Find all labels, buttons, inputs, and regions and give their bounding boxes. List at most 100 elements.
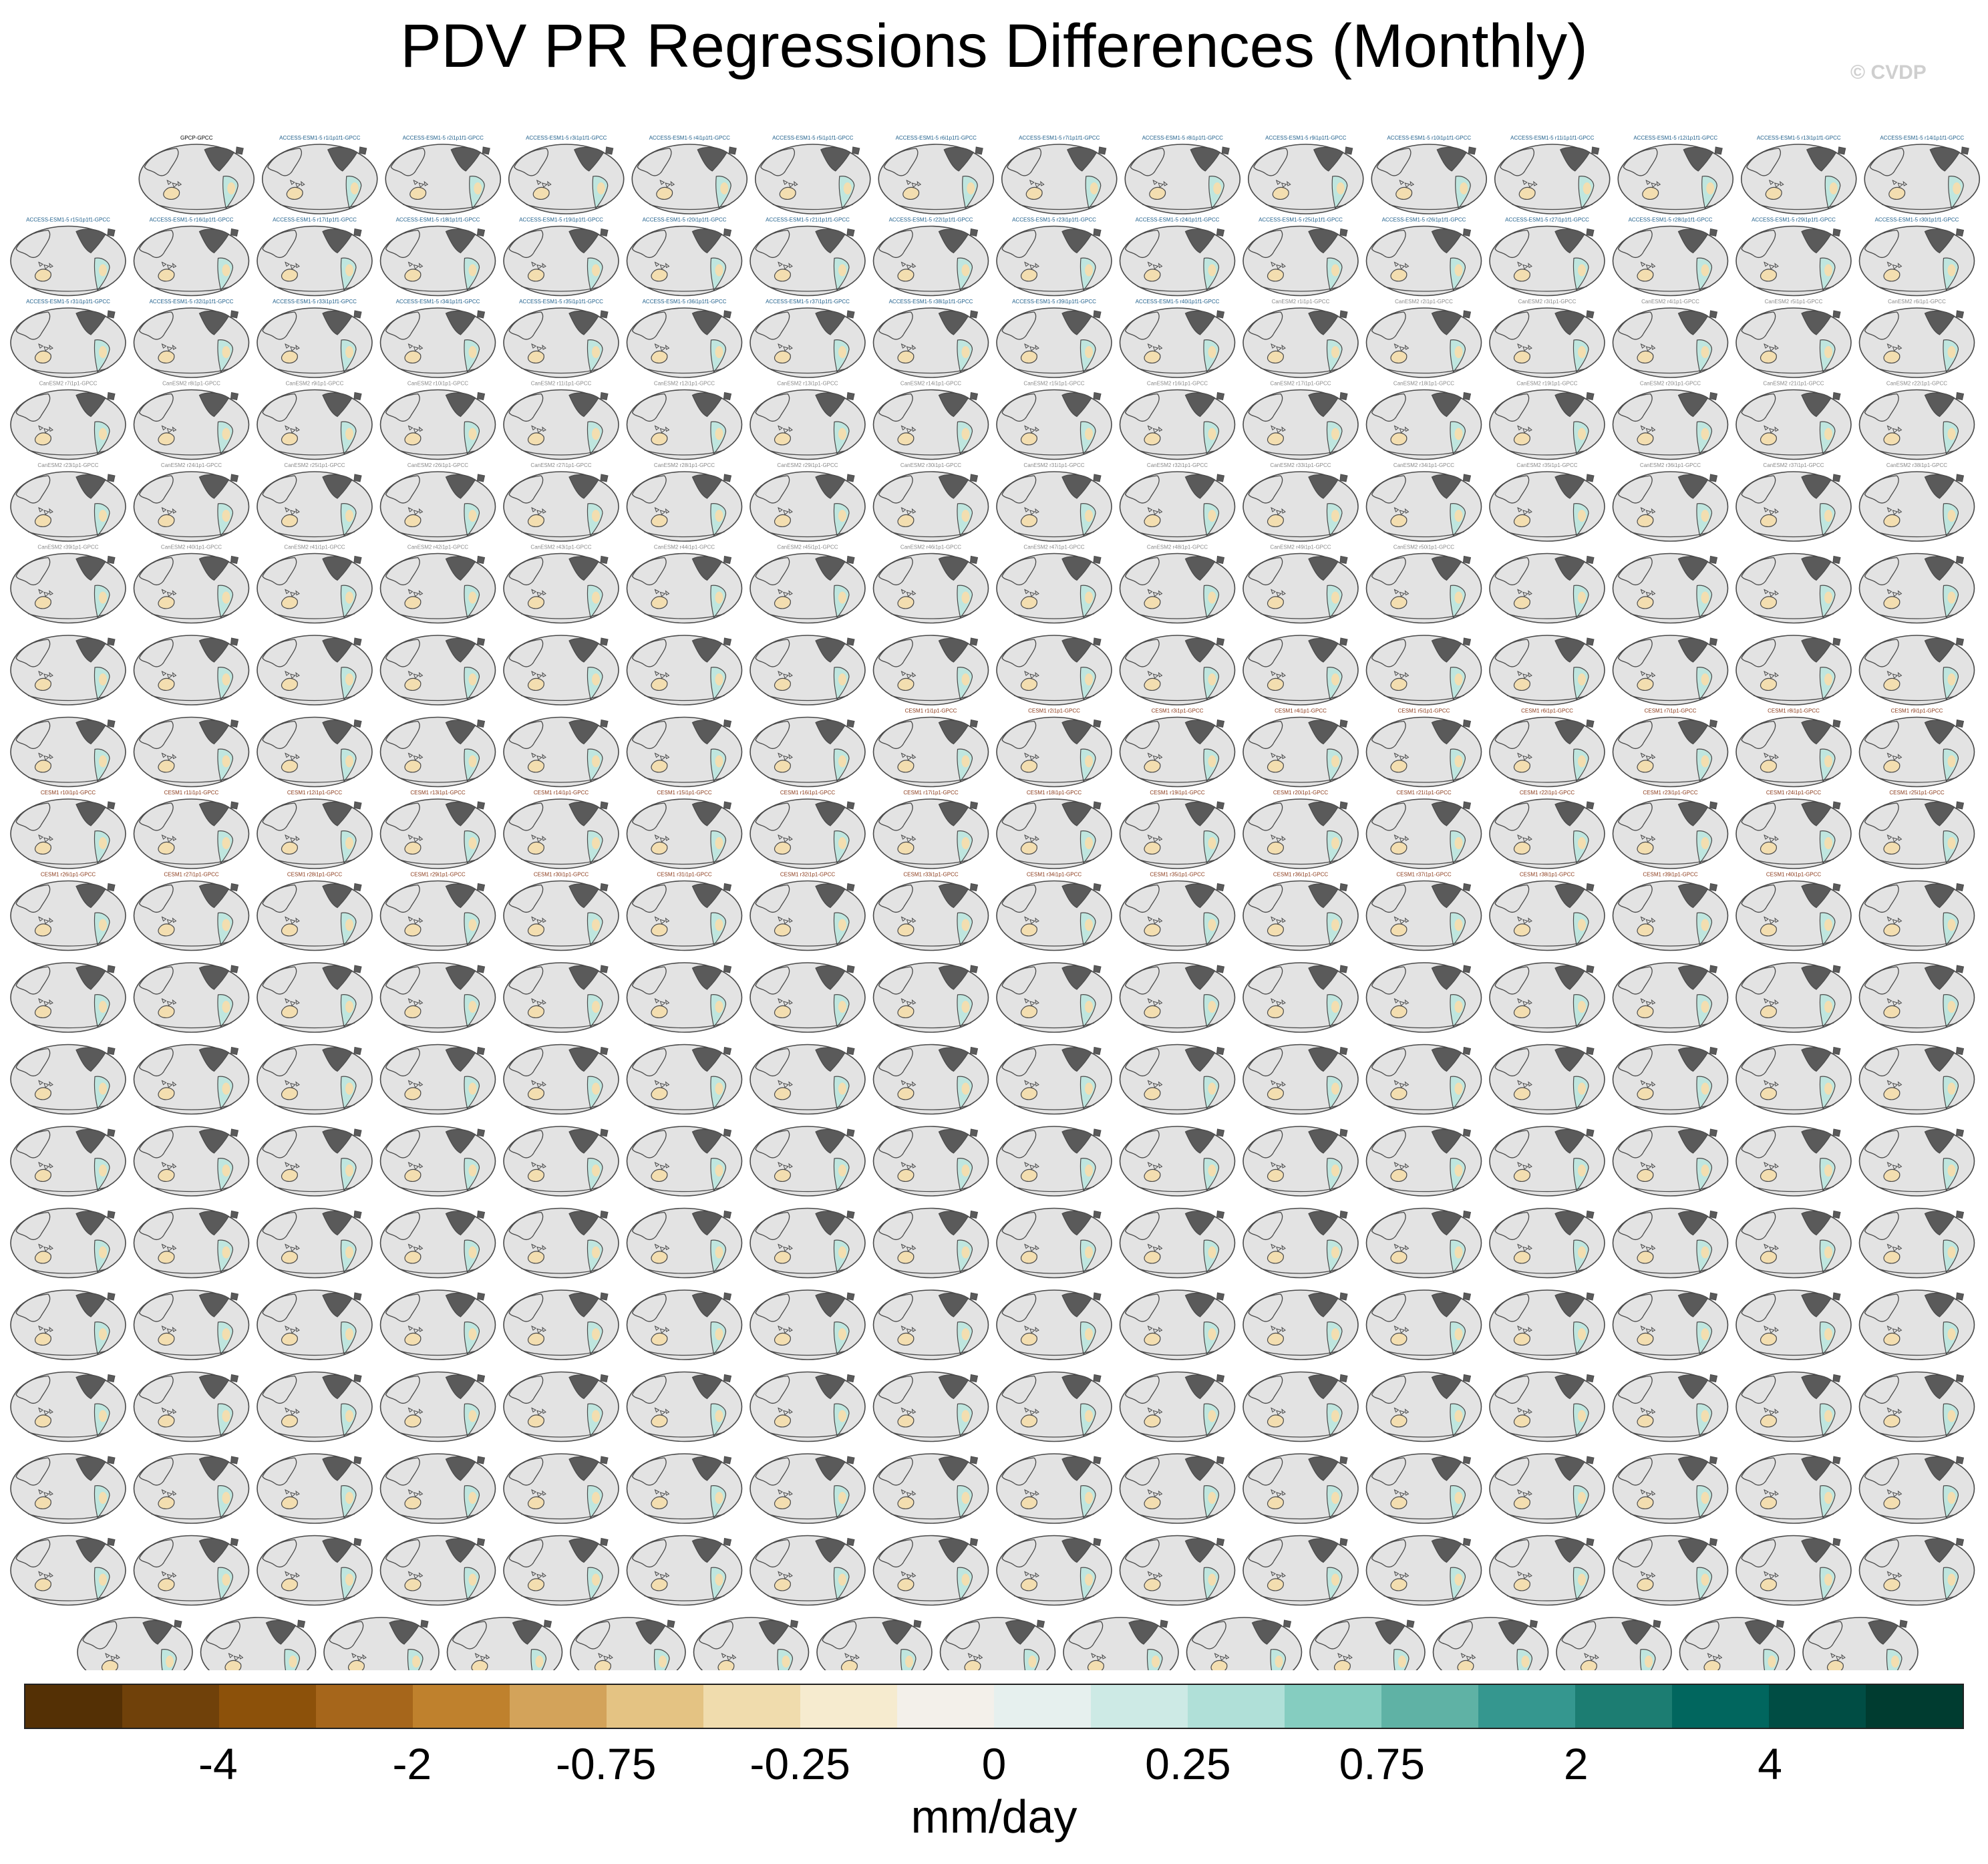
continent-australia [1760,1251,1777,1264]
continent-islands [407,916,424,925]
continent-asia [1617,966,1653,995]
continent-islands [285,261,300,270]
map-panel: CanESM2 r44i1p1-GPCC [626,545,743,624]
map-panel-title: CanESM2 r26i1p1-GPCC [407,462,468,468]
continent-australia [404,841,422,855]
continent-asia [631,1375,667,1404]
continent-australia [34,514,51,527]
continent-greenland [1709,719,1718,728]
map-panel [816,1617,933,1670]
continent-antarctica [1506,695,1588,702]
continent-islands [161,998,177,1006]
continent-greenland [107,474,116,482]
continent-greenland [969,719,979,728]
continent-asia [385,1457,420,1486]
continent-antarctica [767,1186,848,1193]
continent-greenland [1462,637,1472,646]
map-panel [626,1289,743,1360]
continent-antarctica [1506,1595,1588,1601]
continent-australia [1637,923,1654,937]
map-panel [626,1126,743,1197]
continent-antarctica [1383,1431,1464,1438]
continent-north-america [815,1128,846,1154]
continent-greenland [353,637,362,646]
anomaly-patch [1947,1410,1956,1422]
continent-islands [1517,343,1532,351]
continent-north-america [1677,637,1709,663]
continent-asia [385,1130,420,1158]
map-panel: CESM1 r4i1p1-GPCC [1242,708,1359,788]
continent-greenland [107,555,116,565]
continent-islands [1024,1407,1039,1416]
continent-north-america [445,720,476,745]
anomaly-patch [1085,428,1093,440]
map-panel-title: CESM1 r22i1p1-GPCC [1520,790,1575,796]
continent-asia [1864,1130,1899,1158]
colorbar-segment [1091,1685,1188,1728]
continent-asia [631,557,667,585]
anomaly-patch [468,1328,477,1340]
continent-islands [900,1326,917,1334]
map-panel: CanESM2 r12i1p1-GPCC [626,381,743,460]
map-panel [503,1044,619,1115]
continent-greenland [913,1619,922,1628]
continent-australia [651,923,668,937]
continent-greenland [1462,1210,1472,1219]
continent-greenland [969,1046,979,1056]
continent-north-america [1431,1292,1462,1317]
continent-greenland [1093,965,1102,973]
continent-greenland [1093,1128,1102,1137]
continent-islands [38,507,53,515]
continent-antarctica [1630,940,1711,947]
continent-north-america [322,1047,353,1072]
anomaly-patch [535,1656,544,1668]
continent-australia [1020,432,1037,446]
anomaly-patch [961,1410,970,1422]
continent-asia [262,802,297,831]
continent-islands [1640,343,1656,351]
continent-north-america [445,310,476,335]
continent-islands [1764,1407,1779,1416]
continent-greenland [1093,1537,1102,1547]
continent-islands [778,425,793,434]
map-panel [1119,1371,1236,1442]
continent-asia [1248,1130,1283,1158]
continent-islands [1892,180,1908,188]
continent-antarctica [27,367,109,374]
map-panel: CESM1 r30i1p1-GPCC [503,872,619,951]
continent-north-america [943,146,975,172]
anomaly-patch [1947,1001,1956,1013]
continent-antarctica [1137,1267,1218,1274]
continent-north-america [445,1292,476,1317]
anomaly-patch [838,346,846,358]
continent-north-america [445,1538,476,1563]
anomaly-patch [345,1492,353,1504]
anomaly-patch [468,264,477,277]
continent-asia [1494,229,1530,258]
map-panel: CESM1 r31i1p1-GPCC [626,872,743,951]
continent-antarctica [1876,1104,1957,1110]
map-panel [570,1617,686,1670]
map-panel [1612,635,1729,706]
continent-australia [1883,923,1900,937]
continent-asia [1864,1211,1899,1240]
continent-islands [38,261,53,270]
continent-north-america [1554,310,1585,335]
continent-australia [1020,1578,1037,1591]
continent-australia [1637,1169,1654,1182]
continent-north-america [1801,720,1832,745]
continent-islands [1271,671,1286,679]
continent-asia [1001,229,1037,258]
continent-islands [721,1653,737,1661]
continent-antarctica [1876,367,1957,374]
continent-antarctica [151,1595,232,1601]
continent-australia [897,1496,915,1509]
continent-north-america [1431,883,1462,909]
continent-australia [158,514,175,527]
map-panel [996,1044,1112,1115]
continent-australia [281,841,298,855]
continent-north-america [322,310,353,335]
continent-antarctica [1013,1022,1095,1029]
continent-north-america [691,1456,723,1481]
continent-australia [1020,350,1037,363]
